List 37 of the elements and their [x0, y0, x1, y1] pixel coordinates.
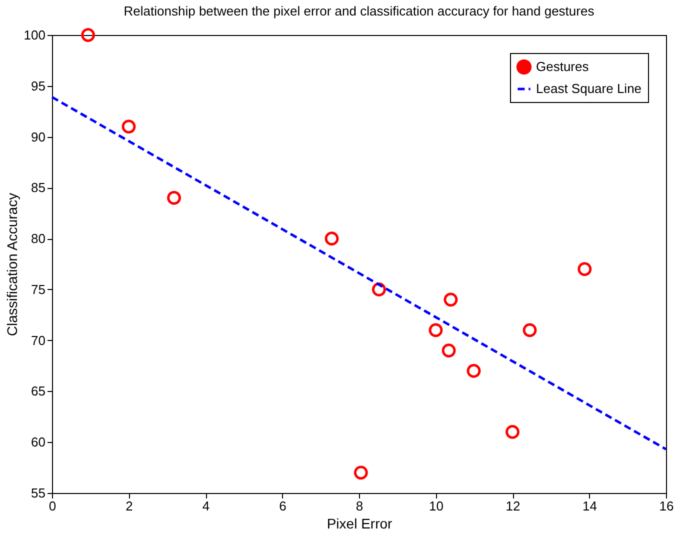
y-tick-label: 55: [31, 486, 46, 500]
point: [372, 282, 386, 296]
x-tick-label: 6: [279, 498, 286, 514]
y-axis-title: Classification Accuracy: [4, 192, 20, 336]
point: [428, 323, 443, 338]
point: [578, 262, 592, 276]
legend-label: Least Square Line: [536, 81, 642, 96]
y-tick-label: 90: [31, 129, 46, 144]
point: [506, 424, 520, 439]
point: [122, 120, 136, 134]
chart-title: Relationship between the pixel error and classification accuracy for hand gestures: [124, 3, 595, 18]
x-tick-label: 16: [659, 498, 674, 514]
x-tick-label: 2: [126, 498, 133, 514]
y-tick-label: 70: [31, 332, 46, 348]
x-tick-label: 4: [202, 498, 210, 514]
x-tick-label: 12: [506, 498, 520, 514]
y-tick-label: 60: [31, 434, 46, 450]
point: [354, 466, 368, 480]
point: [522, 323, 537, 338]
y-tick-label: 95: [31, 78, 46, 94]
y-tick-label: 100: [24, 28, 46, 42]
y-tick-label: 80: [31, 231, 46, 246]
legend-label: Gestures: [536, 59, 590, 74]
x-axis-title: Pixel Error: [326, 516, 393, 532]
point: [324, 232, 339, 246]
x-tick-label: 8: [356, 498, 364, 514]
point: [442, 344, 456, 358]
x-tick-label: 14: [582, 498, 597, 514]
point: [466, 364, 481, 378]
point: [444, 292, 458, 307]
point: [167, 190, 181, 205]
y-tick-label: 65: [31, 384, 46, 399]
y-tick-label: 75: [31, 282, 46, 297]
point: [81, 28, 96, 42]
x-tick-label: 0: [48, 498, 56, 514]
y-tick-label: 85: [31, 180, 46, 196]
x-tick-label: 10: [429, 498, 444, 514]
